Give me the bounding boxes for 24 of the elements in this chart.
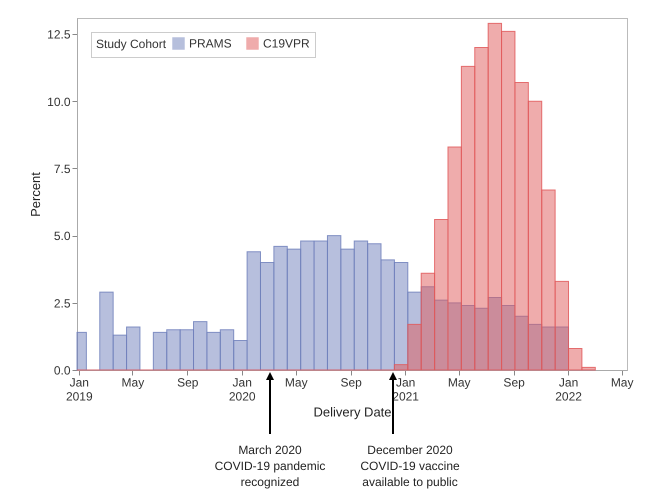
legend-title: Study Cohort	[96, 37, 167, 51]
x-tick-label: Sep	[177, 376, 199, 390]
y-tick-label: 5.0	[54, 229, 71, 244]
x-tick-label: Jan 2019	[66, 376, 93, 404]
x-axis-title: Delivery Date	[313, 404, 392, 420]
y-tick-label: 10.0	[47, 94, 71, 109]
y-tick-label: 7.5	[54, 162, 71, 176]
y-tick-label: 0.0	[54, 364, 71, 378]
y-tick-label: 12.5	[47, 28, 71, 42]
legend-label: PRAMS	[189, 36, 232, 51]
y-tick-label: 2.5	[54, 296, 71, 310]
x-tick-label: Jan 2022	[555, 376, 582, 404]
x-tick-label: Jan 2021	[392, 376, 420, 404]
x-tick-label: May	[448, 376, 471, 390]
x-tick-label: May	[284, 376, 308, 390]
x-tick-label: Sep	[503, 376, 526, 390]
text: December 2020 COVID-19 vaccine available to public	[360, 443, 460, 489]
x-tick-label: Jan 2020	[228, 376, 256, 404]
x-tick-label: Sep	[340, 376, 362, 390]
y-axis-title: Percent	[28, 172, 44, 217]
text: March 2020 COVID-19 pandemic recognized	[214, 442, 326, 489]
legend-label: C19VPR	[263, 36, 310, 51]
x-tick-label: May	[122, 376, 144, 390]
x-tick-label: May	[610, 376, 634, 390]
